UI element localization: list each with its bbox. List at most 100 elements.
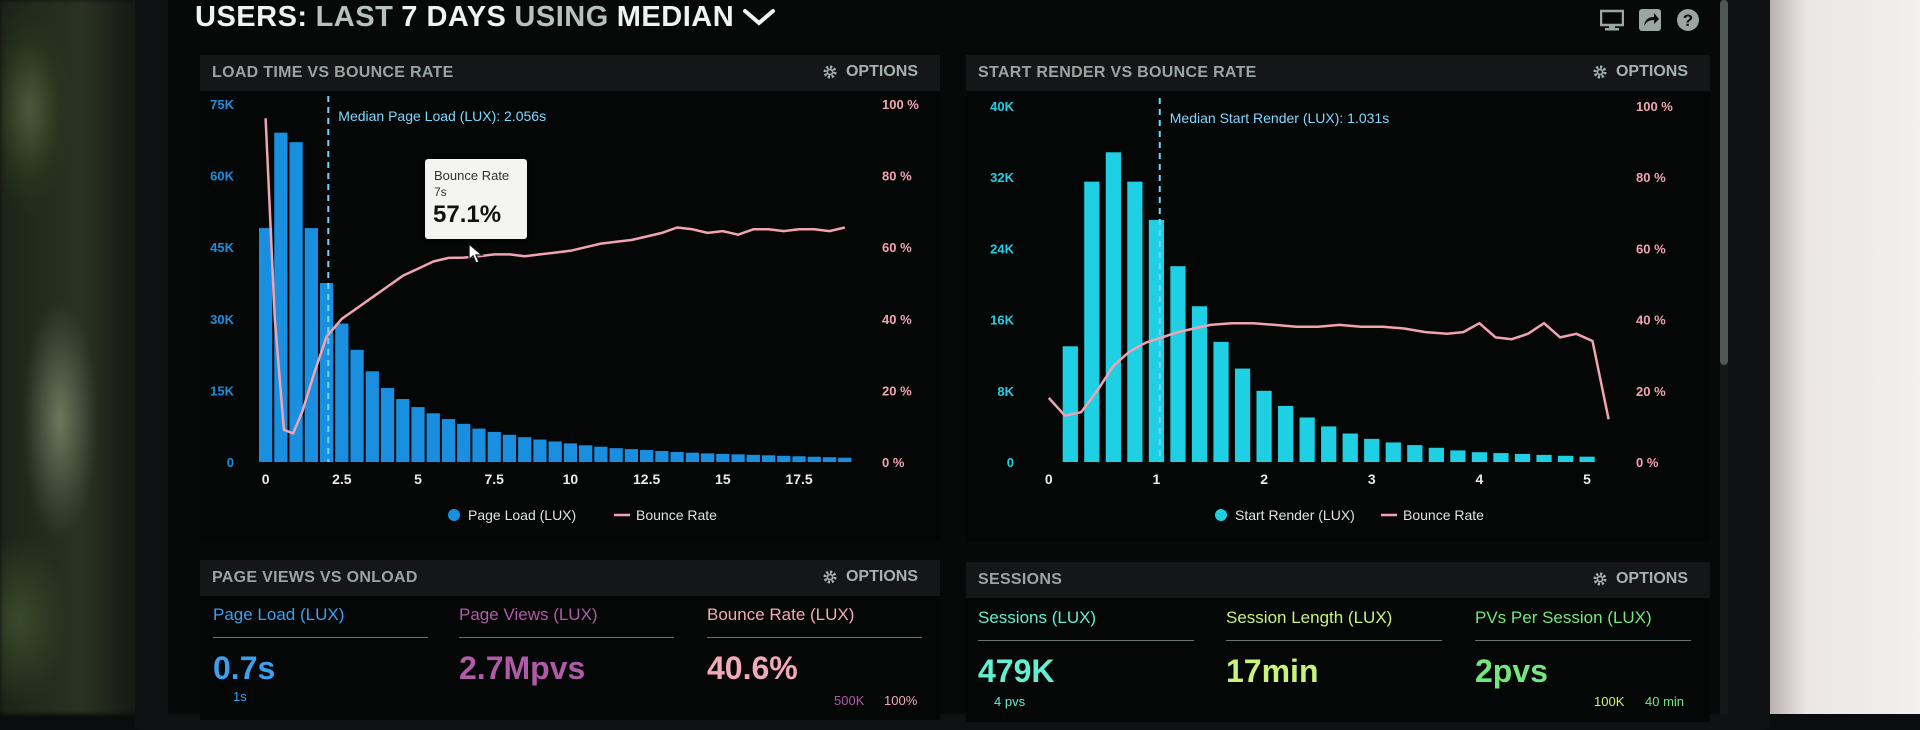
metric-sub-page-load: 1s bbox=[233, 689, 247, 704]
panel-title: START RENDER VS BOUNCE RATE bbox=[978, 64, 1257, 81]
histogram-bar bbox=[716, 453, 730, 462]
x-tick-label: 7.5 bbox=[484, 471, 504, 487]
histogram-bar bbox=[1062, 346, 1078, 462]
options-button[interactable]: OPTIONS bbox=[822, 63, 918, 81]
gear-icon bbox=[823, 570, 837, 584]
dashboard-title[interactable]: USERS: LAST 7 DAYS USING MEDIAN bbox=[195, 0, 776, 34]
metric-value: 0.7s bbox=[213, 650, 276, 686]
histogram-bar bbox=[533, 439, 547, 462]
histogram-bar bbox=[807, 456, 821, 462]
metric-bounce-rate[interactable]: Bounce Rate (LUX) 40.6% bbox=[707, 605, 922, 687]
y-left-tick-label: 32K bbox=[990, 170, 1014, 185]
histogram-bar bbox=[838, 457, 852, 462]
y-right-tick-label: 100 % bbox=[1636, 99, 1673, 114]
histogram-bar bbox=[426, 413, 440, 462]
options-label: OPTIONS bbox=[845, 63, 918, 80]
options-button[interactable]: OPTIONS bbox=[1592, 570, 1688, 588]
metric-sessions[interactable]: Sessions (LUX) 479K bbox=[978, 608, 1194, 690]
y-left-tick-label: 24K bbox=[990, 241, 1014, 256]
y-left-tick-label: 60K bbox=[210, 169, 234, 184]
y-right-tick-label: 60 % bbox=[882, 240, 912, 255]
histogram-bar bbox=[746, 454, 760, 462]
bounce-rate-line bbox=[1047, 321, 1610, 420]
metric-pvs-per-session[interactable]: PVs Per Session (LUX) 2pvs bbox=[1475, 608, 1691, 690]
histogram-bar bbox=[335, 323, 349, 462]
histogram-bar bbox=[441, 419, 456, 462]
panel-header: START RENDER VS BOUNCE RATE OPTIONS bbox=[966, 55, 1710, 91]
histogram-bar bbox=[1450, 450, 1466, 462]
histogram-bar bbox=[1127, 181, 1143, 462]
x-tick-label: 3 bbox=[1368, 471, 1376, 487]
histogram-bar bbox=[761, 455, 776, 462]
metric-divider bbox=[707, 637, 922, 638]
histogram-bar bbox=[1170, 266, 1186, 462]
histogram-bar bbox=[319, 283, 334, 462]
metric-label: Page Load (LUX) bbox=[213, 605, 345, 624]
metric-page-load[interactable]: Page Load (LUX) 0.7s bbox=[213, 605, 428, 687]
y-left-tick-label: 15K bbox=[210, 383, 234, 398]
histogram-bar bbox=[1364, 438, 1380, 462]
scrollbar-thumb[interactable] bbox=[1720, 0, 1728, 365]
metric-session-length[interactable]: Session Length (LUX) 17min bbox=[1226, 608, 1442, 690]
scrollbar[interactable] bbox=[1720, 0, 1728, 714]
histogram-bar bbox=[655, 451, 669, 462]
histogram-bar bbox=[1579, 456, 1595, 462]
y-right-tick-label: 0 % bbox=[882, 455, 905, 470]
histogram-bar bbox=[274, 132, 288, 462]
metric-page-views[interactable]: Page Views (LUX) 2.7Mpvs bbox=[459, 605, 674, 687]
histogram-bar bbox=[259, 228, 273, 462]
median-annotation: Median Page Load (LUX): 2.056s bbox=[338, 108, 546, 124]
share-icon[interactable] bbox=[1638, 8, 1662, 32]
metric-label: Page Views (LUX) bbox=[459, 605, 598, 624]
title-using: USING bbox=[514, 0, 609, 33]
metric-divider bbox=[1226, 640, 1442, 641]
legend-label: Page Load (LUX) bbox=[468, 507, 576, 523]
legend-marker-bars bbox=[448, 509, 460, 521]
histogram-bar bbox=[1105, 152, 1121, 462]
metric-sub-bounce-rate: 100% bbox=[884, 693, 918, 708]
x-tick-label: 2.5 bbox=[332, 471, 352, 487]
histogram-bar bbox=[487, 431, 501, 462]
y-left-tick-label: 16K bbox=[990, 313, 1014, 328]
metric-divider bbox=[213, 637, 428, 638]
title-days: 7 DAYS bbox=[401, 0, 507, 33]
monitor-icon[interactable] bbox=[1599, 8, 1625, 32]
metric-label: PVs Per Session (LUX) bbox=[1475, 608, 1652, 627]
histogram-bar bbox=[563, 443, 578, 462]
help-icon[interactable]: ? bbox=[1676, 8, 1700, 32]
metric-value: 2.7Mpvs bbox=[459, 650, 586, 686]
histogram-bar bbox=[380, 388, 395, 462]
histogram-bar bbox=[1385, 442, 1401, 462]
histogram-bar bbox=[609, 448, 623, 462]
histogram-bar bbox=[792, 456, 806, 462]
metric-divider bbox=[978, 640, 1194, 641]
options-button[interactable]: OPTIONS bbox=[822, 568, 918, 586]
title-last: LAST bbox=[315, 0, 394, 33]
histogram-bar bbox=[1191, 306, 1208, 462]
options-button[interactable]: OPTIONS bbox=[1592, 63, 1688, 81]
options-label: OPTIONS bbox=[1615, 570, 1688, 587]
histogram-bar bbox=[731, 454, 745, 462]
histogram-bar bbox=[700, 453, 715, 462]
median-annotation: Median Start Render (LUX): 1.031s bbox=[1170, 110, 1389, 126]
metric-label: Session Length (LUX) bbox=[1226, 608, 1393, 627]
x-tick-label: 2 bbox=[1260, 471, 1268, 487]
metric-value: 17min bbox=[1226, 653, 1319, 689]
chevron-down-icon[interactable] bbox=[742, 6, 776, 28]
metric-divider bbox=[1475, 640, 1691, 641]
panel-title: SESSIONS bbox=[978, 571, 1063, 588]
x-tick-label: 0 bbox=[262, 471, 270, 487]
y-left-tick-label: 8K bbox=[997, 384, 1014, 399]
y-left-tick-label: 75K bbox=[210, 97, 234, 112]
chart-load-time: 0 15K 30K 45K 60K 75K 0 % 20 % 40 % 60 % 80 % 100 %… bbox=[210, 96, 919, 523]
histogram-bar bbox=[670, 451, 684, 462]
panel-title: LOAD TIME VS BOUNCE RATE bbox=[212, 64, 454, 81]
y-right-tick-label: 0 % bbox=[1636, 455, 1659, 470]
histogram-bar bbox=[1493, 453, 1509, 462]
histogram-bar bbox=[304, 228, 318, 462]
histogram-bar bbox=[411, 407, 425, 462]
panel-header: LOAD TIME VS BOUNCE RATE OPTIONS bbox=[200, 55, 940, 91]
y-left-tick-label: 30K bbox=[210, 312, 234, 327]
y-right-tick-label: 40 % bbox=[882, 312, 912, 327]
x-tick-label: 5 bbox=[414, 471, 422, 487]
